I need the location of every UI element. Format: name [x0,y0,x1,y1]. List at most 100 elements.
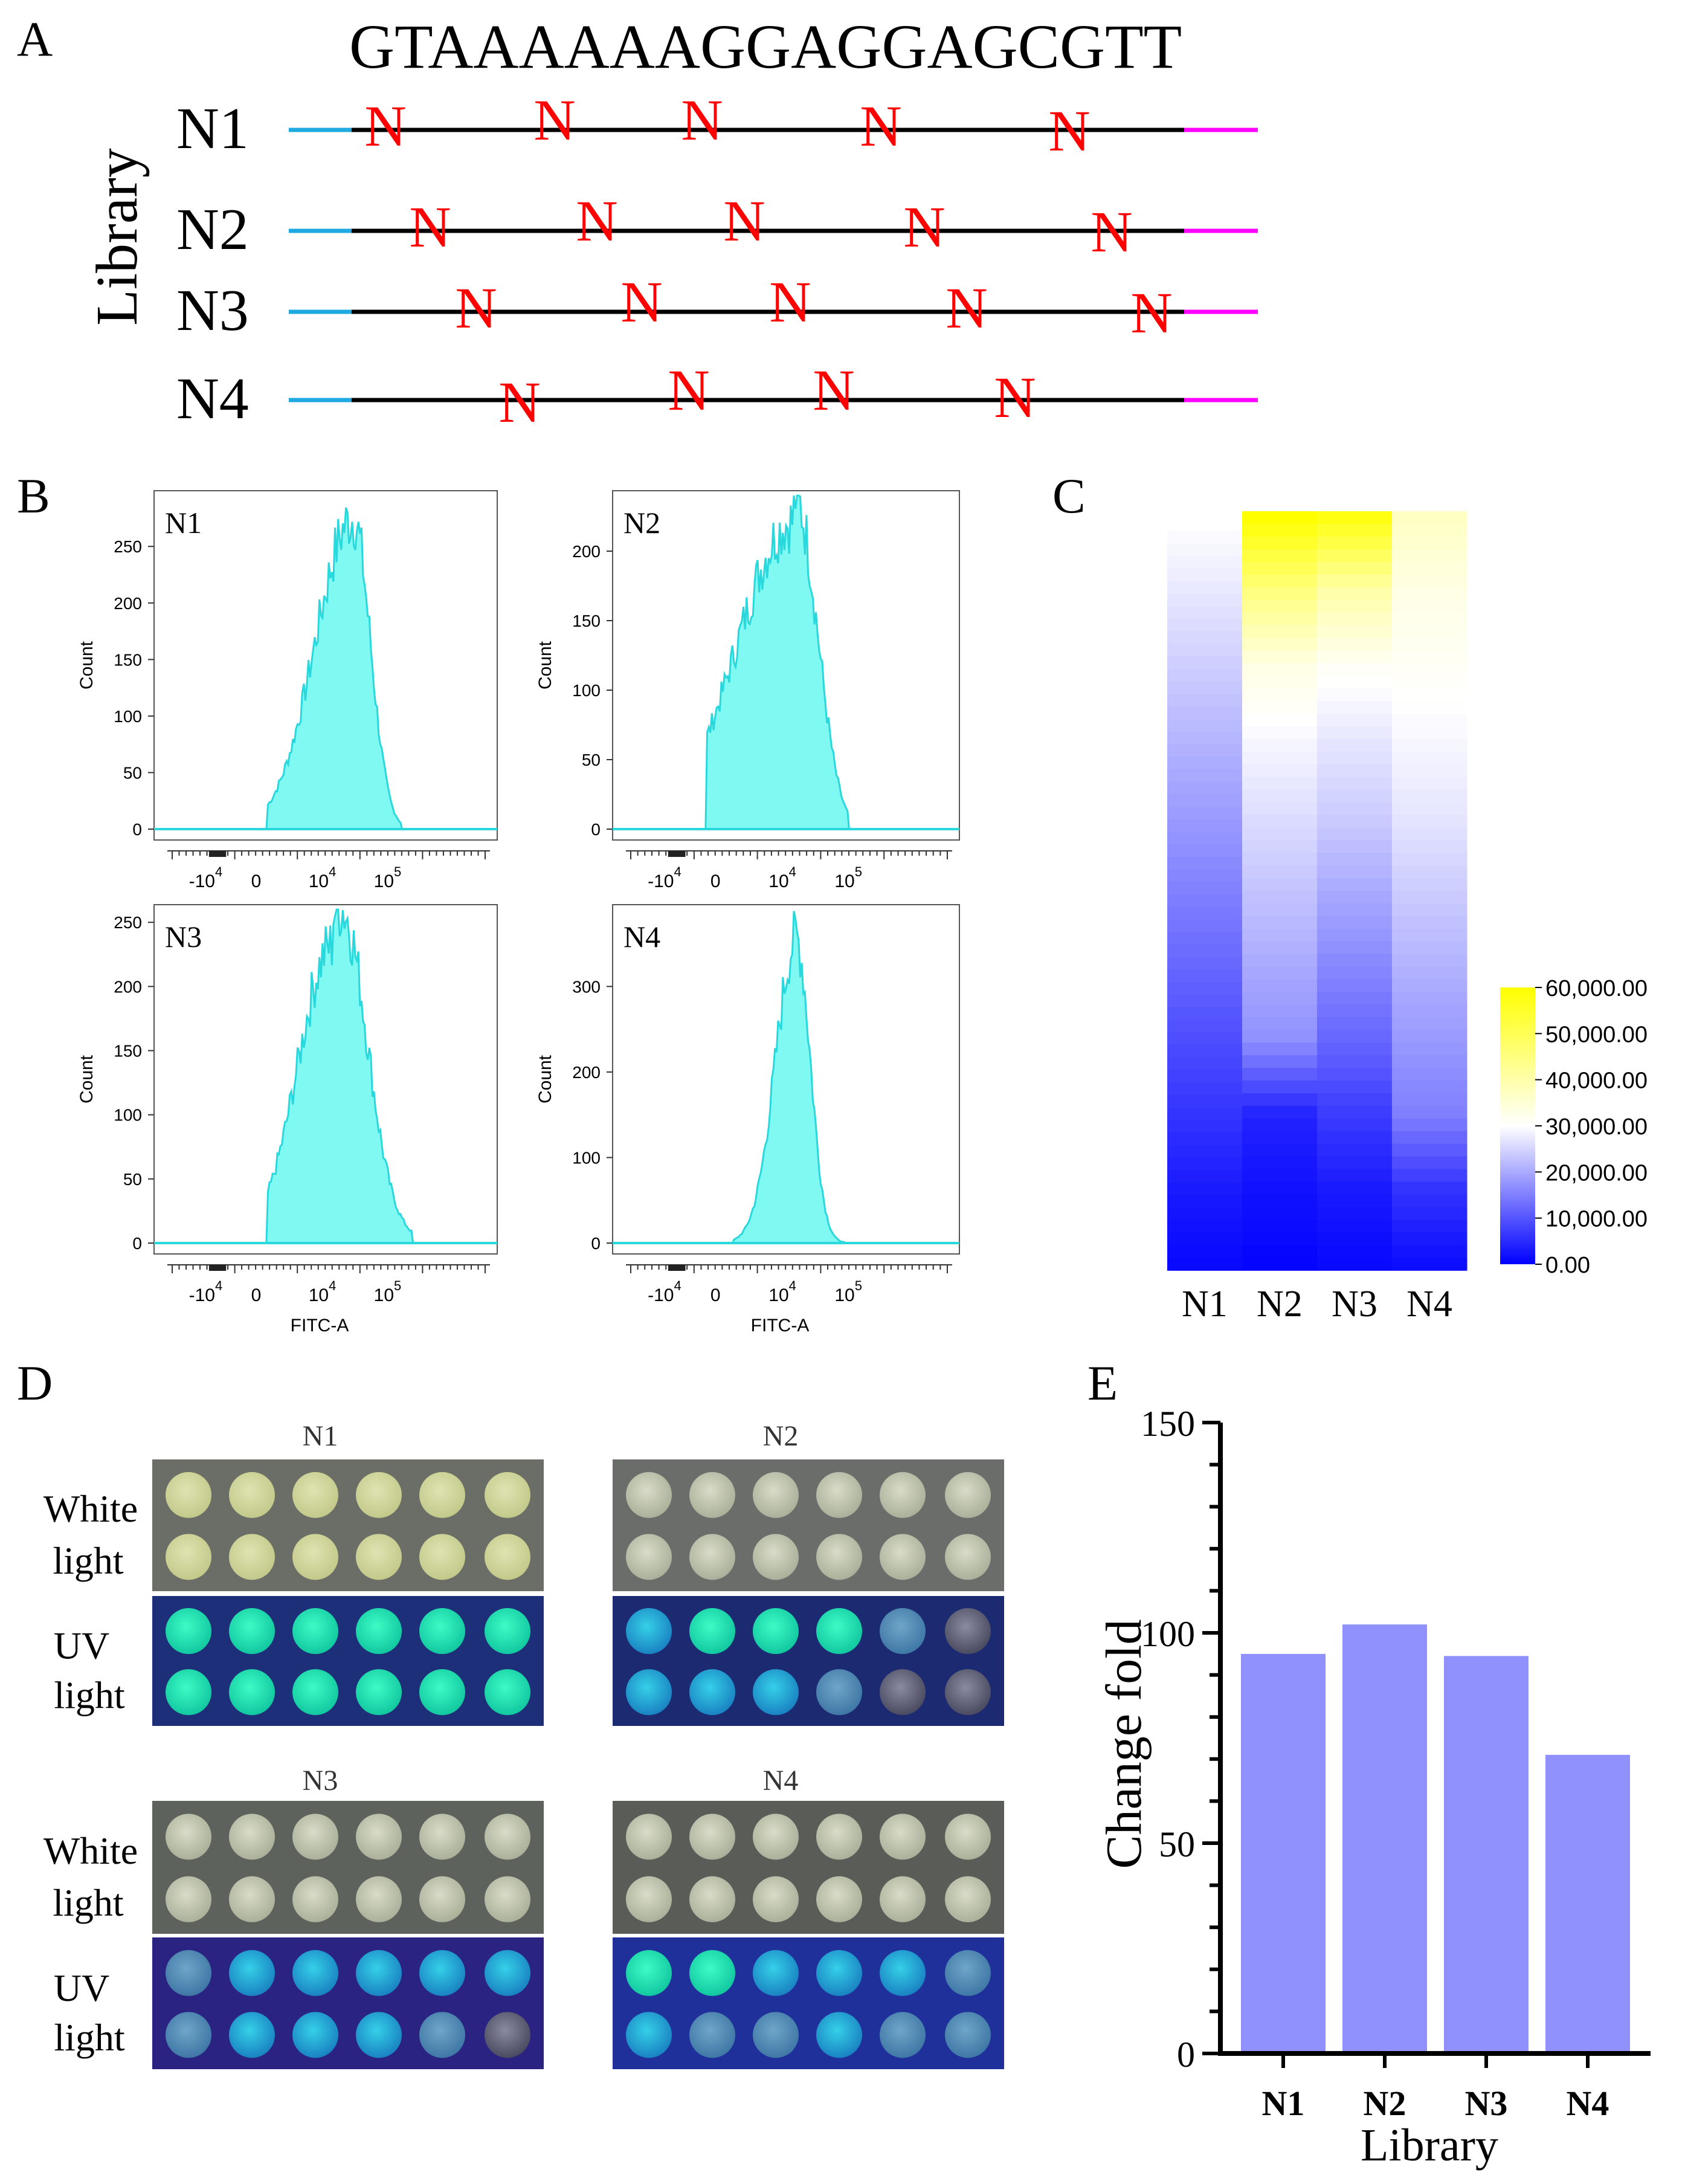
heatmap-column-n3 [1317,511,1393,1271]
colony-white-light [229,1472,275,1518]
randomized-n-mark: N [769,270,811,334]
colony-uv-light [229,1669,275,1716]
colony-uv-light [419,1950,465,1996]
histogram-frame [153,904,498,1255]
colony-uv-light [945,1950,991,1996]
white-light-photo [613,1459,1004,1591]
heatmap-cell [1317,941,1393,955]
colony-uv-light [816,1669,862,1716]
x-tick-label: N2 [1364,2084,1406,2123]
heatmap-cell [1392,815,1468,829]
x-tick-label: 104 [768,1278,796,1305]
colony-white-light [166,1814,211,1860]
heatmap-cell [1317,523,1393,537]
histogram-sample-label: N2 [623,506,660,540]
library-row-label: N4 [176,366,249,431]
heatmap-cell [1167,856,1243,870]
heatmap-cell [1392,650,1468,664]
y-axis-label: Count [77,1055,97,1103]
colony-uv-light [880,1669,926,1716]
histogram-n2: N2 0 50 100 150 200 Count -104 0 104 105 [535,490,960,891]
histogram-n1: N1 0 50 100 150 200 250 Count -104 0 104 105 [77,490,498,891]
heatmap-cell [1242,638,1318,651]
colony-white-light [292,1534,338,1580]
randomized-n-mark: N [723,189,765,253]
heatmap-cell [1317,1181,1393,1195]
colony-uv-light [292,1669,338,1716]
colony-white-light [229,1814,275,1860]
y-tick-label: 150 [114,650,142,669]
heatmap-column-label: N1 [1182,1284,1228,1325]
heatmap-cell [1392,1258,1468,1271]
colony-uv-light [419,2012,465,2058]
heatmap-cell [1392,625,1468,639]
heatmap-cell [1392,979,1468,993]
colony-uv-light [945,1608,991,1655]
x-tick-exponent: 5 [855,1278,862,1293]
heatmap-cell [1392,1055,1468,1068]
y-tick-label: 100 [114,1106,142,1125]
y-tick-label: 0 [132,820,142,839]
x-axis-dense-ticks [208,851,227,857]
randomized-n-mark: N [860,94,901,158]
heatmap-cell [1317,1245,1393,1258]
y-tick-label: 0 [1177,2035,1195,2075]
uv-light-photo [152,1937,544,2069]
heatmap-cell [1167,919,1243,932]
heatmap-cell [1167,1032,1243,1045]
colony-white-light [166,1534,211,1580]
colony-uv-light [945,1669,991,1716]
heatmap-cell [1392,638,1468,651]
heatmap-cell [1392,612,1468,626]
heatmap-cell [1242,1105,1318,1119]
heatmap-cell [1317,789,1393,803]
plate-n1: N1 White light UV light [43,1420,544,1726]
heatmap-cell [1317,511,1393,525]
x-tick-exponent: 4 [789,1278,796,1293]
heatmap-cell [1392,676,1468,689]
heatmap-cell [1317,827,1393,841]
heatmap-cell [1317,1068,1393,1081]
heatmap-cell [1317,802,1393,816]
heatmap-cell [1242,1181,1318,1195]
heatmap-cell [1317,536,1393,550]
colony-white-light [689,1876,735,1922]
colony-white-light [485,1876,530,1922]
colony-white-light [945,1472,991,1518]
heatmap-cell [1317,701,1393,714]
colony-white-light [356,1876,402,1922]
y-tick-label: 150 [572,612,601,630]
heatmap-cell [1242,650,1318,664]
x-tick-label: -104 [189,1278,223,1305]
heatmap-cell [1167,1107,1243,1120]
heatmap-cell [1317,1030,1393,1043]
heatmap-cell [1317,726,1393,740]
heatmap-cell [1167,1120,1243,1133]
heatmap-cell [1167,744,1243,757]
colony-white-light [626,1876,672,1922]
colony-white-light [419,1534,465,1580]
histogram-n4: N4 0 100 200 300 Count -104 0 104 105 FITC-A [535,904,960,1336]
y-tick-label: 150 [1141,1404,1195,1444]
heatmap-cell [1392,1245,1468,1258]
heatmap-cell [1392,751,1468,765]
x-tick-label: 104 [768,864,796,891]
colony-white-light [626,1814,672,1860]
heatmap-cell [1167,1207,1243,1221]
heatmap-cell [1242,1207,1318,1221]
heatmap-cell [1392,549,1468,563]
uv-light-photo [613,1596,1004,1726]
library-row-n2: N2 N N N N N [176,189,1258,264]
randomized-n-mark: N [364,94,406,158]
bar-n4 [1545,1754,1630,2051]
colony-uv-light [485,1608,530,1655]
x-tick-exponent: 4 [215,864,222,879]
heatmap-cell [1167,581,1243,595]
heatmap-cell [1167,731,1243,745]
panel-b-letter: B [17,468,50,523]
library-rows: N1 N N N N NN2 N N N N NN3 N N N N NN4 N N N N [176,88,1258,435]
heatmap-cell [1317,928,1393,942]
colony-uv-light [485,2012,530,2058]
panel-c: C 60,000.00 50,000.00 40,000.00 30,000.00 20… [1052,468,1648,1325]
colony-white-light [292,1472,338,1518]
